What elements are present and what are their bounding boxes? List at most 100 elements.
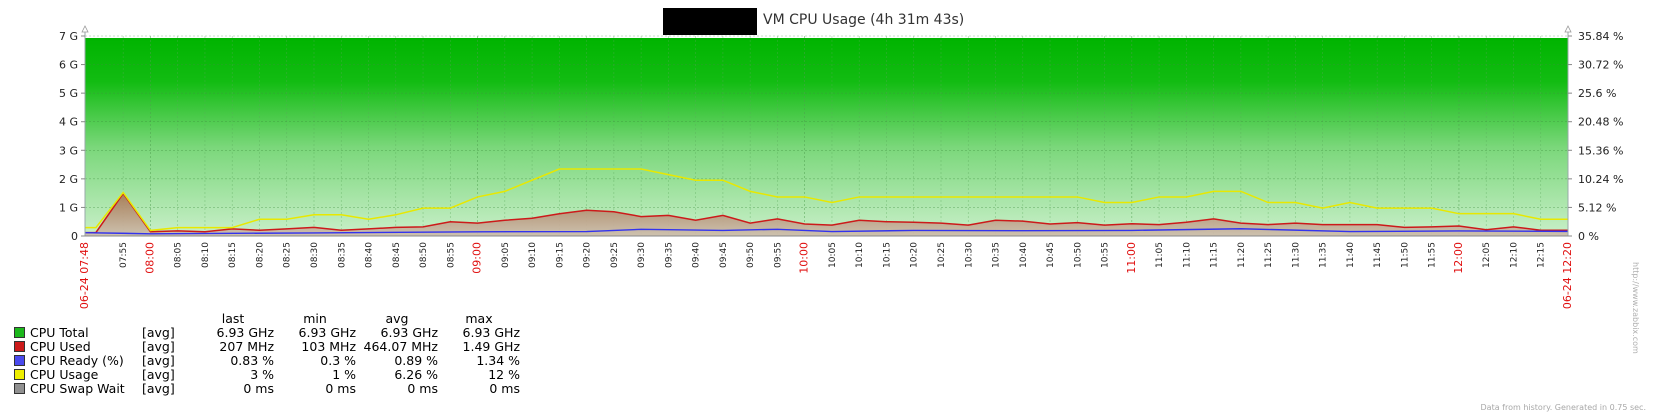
cpu-used-line — [85, 192, 1568, 234]
x-hour-label: 12:00 — [1452, 242, 1465, 274]
legend-series-name: CPU Used — [30, 339, 91, 354]
grid — [85, 35, 1568, 237]
legend-row: CPU Ready (%) [avg] 0.83 % 0.3 % 0.89 % … — [14, 354, 520, 368]
legend-last: 207 MHz — [219, 339, 274, 354]
x-tick-label: 09:40 — [692, 242, 702, 268]
legend-header-row: last min avg max — [14, 312, 520, 326]
legend-fn: [avg] — [142, 353, 175, 368]
left-tick-label: 5 G — [59, 87, 78, 100]
footer-generated: Data from history. Generated in 0.75 sec… — [1480, 403, 1646, 412]
legend-header-min: min — [303, 311, 327, 326]
x-tick-label: 11:25 — [1264, 242, 1274, 268]
right-tick-label: 20.48 % — [1578, 116, 1623, 129]
x-tick-label: 09:45 — [719, 242, 729, 268]
x-tick-label: 07:55 — [119, 242, 129, 268]
x-tick-label: 11:05 — [1155, 242, 1165, 268]
x-tick-label: 10:30 — [964, 242, 974, 268]
x-tick-label: 08:30 — [310, 242, 320, 268]
legend-swatch — [14, 341, 25, 352]
legend-min: 103 MHz — [301, 339, 356, 354]
legend-min: 0 ms — [325, 381, 356, 396]
x-tick-label: 11:40 — [1346, 242, 1356, 268]
x-tick-label: 09:05 — [501, 242, 511, 268]
right-tick-label: 10.24 % — [1578, 173, 1623, 186]
x-tick-label: 09:50 — [746, 242, 756, 268]
legend: last min avg max CPU Total [avg] 6.93 GH… — [14, 312, 520, 396]
chart-title: VM CPU Usage (4h 31m 43s) — [763, 12, 964, 28]
left-tick-label: 1 G — [59, 201, 78, 214]
x-tick-label: 08:50 — [419, 242, 429, 268]
x-tick-label: 10:20 — [910, 242, 920, 268]
redacted-title-block — [663, 8, 757, 35]
right-tick-label: 0 % — [1578, 230, 1599, 243]
right-tick-label: 35.84 % — [1578, 30, 1623, 43]
legend-last: 0 ms — [243, 381, 274, 396]
legend-series-name: CPU Total — [30, 325, 89, 340]
x-tick-label: 10:25 — [937, 242, 947, 268]
legend-last: 3 % — [250, 367, 274, 382]
legend-avg: 0 ms — [407, 381, 438, 396]
footer-site-url: http://www.zabbix.com — [1631, 262, 1640, 354]
cpu-total-area — [85, 38, 1568, 236]
x-hour-label: 10:00 — [798, 242, 811, 274]
x-tick-label: 12:05 — [1482, 242, 1492, 268]
x-tick-label: 08:25 — [283, 242, 293, 268]
plot-area — [85, 36, 1568, 236]
x-tick-label: 10:35 — [992, 242, 1002, 268]
legend-max: 0 ms — [489, 381, 520, 396]
x-tick-label: 11:20 — [1237, 242, 1247, 268]
x-start-label: 06-24 07:48 — [78, 242, 91, 309]
legend-header-avg: avg — [385, 311, 409, 326]
legend-min: 0.3 % — [320, 353, 356, 368]
x-tick-label: 11:55 — [1428, 242, 1438, 268]
x-tick-label: 11:50 — [1400, 242, 1410, 268]
legend-avg: 0.89 % — [394, 353, 438, 368]
legend-row: CPU Used [avg] 207 MHz 103 MHz 464.07 MH… — [14, 340, 520, 354]
x-tick-label: 08:45 — [392, 242, 402, 268]
legend-series-name: CPU Ready (%) — [30, 353, 124, 368]
legend-max: 1.49 GHz — [462, 339, 520, 354]
legend-last: 6.93 GHz — [216, 325, 274, 340]
x-tick-label: 09:30 — [637, 242, 647, 268]
right-tick-label: 30.72 % — [1578, 59, 1623, 72]
legend-row: CPU Total [avg] 6.93 GHz 6.93 GHz 6.93 G… — [14, 326, 520, 340]
legend-header-last: last — [221, 311, 245, 326]
x-tick-label: 08:20 — [255, 242, 265, 268]
x-tick-label: 08:35 — [337, 242, 347, 268]
x-tick-label: 09:15 — [555, 242, 565, 268]
x-tick-label: 10:10 — [855, 242, 865, 268]
left-tick-label: 4 G — [59, 116, 78, 129]
x-tick-label: 12:10 — [1509, 242, 1519, 268]
x-end-label: 06-24 12:20 — [1561, 242, 1574, 309]
x-tick-label: 11:45 — [1373, 242, 1383, 268]
legend-swatch — [14, 369, 25, 380]
x-hour-label: 11:00 — [1125, 242, 1138, 274]
x-tick-label: 10:05 — [828, 242, 838, 268]
legend-row: CPU Swap Wait [avg] 0 ms 0 ms 0 ms 0 ms — [14, 382, 520, 396]
cpu-used-area — [85, 193, 1568, 236]
x-tick-label: 09:35 — [664, 242, 674, 268]
left-tick-label: 6 G — [59, 59, 78, 72]
legend-avg: 464.07 MHz — [363, 339, 438, 354]
x-hour-label: 09:00 — [471, 242, 484, 274]
right-tick-label: 5.12 % — [1578, 201, 1616, 214]
x-tick-label: 09:20 — [583, 242, 593, 268]
legend-fn: [avg] — [142, 339, 175, 354]
x-tick-label: 08:10 — [201, 242, 211, 268]
axes: 0 1 G 2 G 3 G 4 G 5 G 6 G 7 G 0 % 5.12 % 10.24 % 15… — [59, 25, 1623, 309]
left-axis-arrow — [81, 25, 89, 33]
x-tick-label: 09:25 — [610, 242, 620, 268]
left-tick-label: 3 G — [59, 144, 78, 157]
legend-max: 6.93 GHz — [462, 325, 520, 340]
x-tick-label: 10:50 — [1073, 242, 1083, 268]
x-tick-label: 10:15 — [882, 242, 892, 268]
x-tick-label: 11:15 — [1210, 242, 1220, 268]
series — [84, 168, 1569, 237]
x-tick-label: 11:35 — [1319, 242, 1329, 268]
legend-fn: [avg] — [142, 381, 175, 396]
x-tick-label: 10:45 — [1046, 242, 1056, 268]
legend-avg: 6.93 GHz — [380, 325, 438, 340]
x-tick-label: 08:05 — [174, 242, 184, 268]
legend-table: last min avg max CPU Total [avg] 6.93 GH… — [14, 312, 520, 396]
